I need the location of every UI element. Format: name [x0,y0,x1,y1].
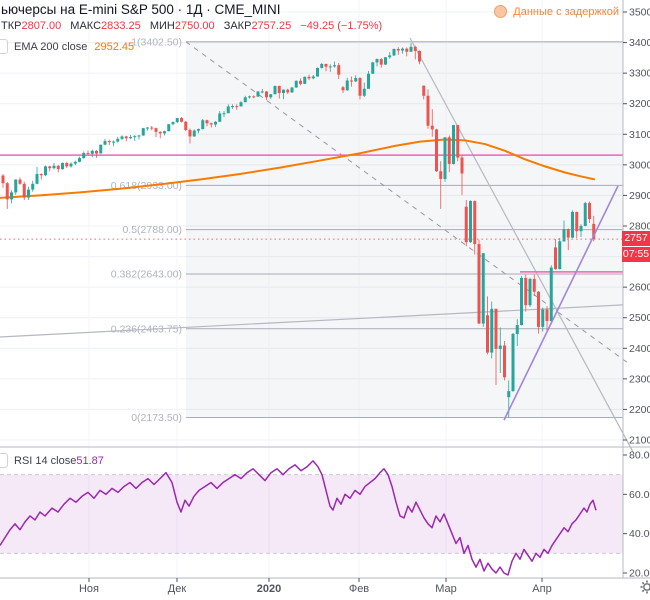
open-label: ТКР [1,20,22,32]
close-value: 2757.25 [251,20,292,32]
ema-legend-row: EMA 200 close 2952.45 [0,39,382,54]
steep-downtrend [409,37,634,453]
time-tick-label: Мар [435,583,457,595]
symbol-title[interactable]: ьючерсы на E-mini S&P 500 · 1Д · CME_MIN… [1,2,281,17]
axis-settings-gear-icon[interactable] [640,580,650,599]
price-tick-label: 2600 [629,282,650,294]
ohlc-row: ТКР2807.00 МАКС2833.25 МИН2750.00 ЗАКР27… [1,20,382,32]
time-axis[interactable]: Ноя Дек 2020 Фев Мар Апр [79,578,552,595]
price-tick-label: 2200 [629,404,650,416]
fib-level-label: 0(2173.50) [131,412,182,424]
rsi-tick-label: 20.00 [629,568,650,580]
rsi-tick-label: 80.00 [629,450,650,462]
rsi-toggle-button[interactable] [0,453,8,468]
price-tick-label: 3200 [629,98,650,110]
price-tick-label: 2900 [629,190,650,202]
fib-level-label: 1(3402.50) [131,36,182,48]
fib-level-label: 0.5(2788.00) [122,224,182,236]
change-value: −49.25 (−1.75%) [300,20,383,32]
close-label: ЗАКР [223,20,252,32]
time-tick-label: Фев [349,583,369,595]
fib-level-label: 0.382(2643.00) [111,268,182,280]
high-value: 2833.25 [101,20,141,32]
open-value: 2807.00 [21,20,62,32]
candlestick-series[interactable] [1,43,596,418]
price-tick-label: 2500 [629,312,650,324]
ema-legend-value: 2952.45 [94,40,135,53]
time-tick-label: Апр [532,583,551,595]
delayed-data-label: Данные с задержкой [513,5,619,18]
price-tick-label: 3100 [629,129,650,141]
rsi-pane[interactable] [0,460,623,576]
delayed-data-icon [494,5,508,18]
price-tick-label: 2100 [629,435,650,447]
rsi-legend-value: 51.87 [76,454,104,467]
price-tick-label: 2300 [629,373,650,385]
rsi-line [0,460,597,576]
price-tick-label: 3000 [629,159,650,171]
current-price-badge: 2757 [622,231,650,246]
long-term-support [0,304,624,338]
price-tick-label: 3400 [629,37,650,49]
ema200-line[interactable] [0,138,595,199]
delayed-data-badge[interactable]: Данные с задержкой [494,5,619,18]
high-label: МАКС [70,20,102,32]
rsi-legend-row: RSI 14 close 51.87 [0,453,104,468]
rsi-legend-label[interactable]: RSI 14 close [14,454,77,467]
low-label: МИН [149,20,175,32]
low-value: 2750.00 [174,20,215,32]
rsi-tick-label: 40.00 [629,528,650,540]
time-tick-label: 2020 [257,583,281,595]
ema-legend-label[interactable]: EMA 200 close [14,40,88,53]
rsi-tick-label: 60.00 [629,489,650,501]
price-axis[interactable]: 3500340033003200310030002900280027002600… [0,0,650,580]
time-tick-label: Ноя [79,583,99,595]
gridlines [0,0,623,578]
trendlines[interactable] [0,37,634,453]
price-tick-label: 2400 [629,343,650,355]
price-tick-label: 3500 [629,7,650,19]
chart-header: ьючерсы на E-mini S&P 500 · 1Д · CME_MIN… [0,2,382,54]
recovery-uptrend[interactable] [503,185,619,421]
time-tick-label: Дек [168,583,187,595]
ema-toggle-button[interactable] [0,39,8,54]
fib-retracement[interactable]: 1(3402.50)0.618(2933.00)0.5(2788.00)0.38… [111,36,629,424]
price-tick-label: 2800 [629,221,650,233]
bar-countdown-badge: 07:55 [622,247,650,262]
price-tick-label: 3300 [629,68,650,80]
